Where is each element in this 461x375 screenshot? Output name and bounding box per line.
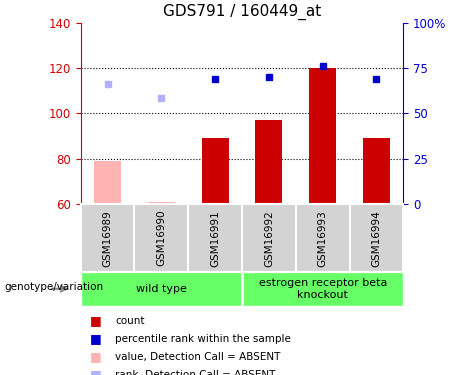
Text: GSM16991: GSM16991 bbox=[210, 210, 220, 267]
Title: GDS791 / 160449_at: GDS791 / 160449_at bbox=[163, 3, 321, 20]
Text: estrogen receptor beta
knockout: estrogen receptor beta knockout bbox=[259, 278, 387, 300]
Text: GSM16994: GSM16994 bbox=[372, 210, 382, 267]
Text: GSM16990: GSM16990 bbox=[156, 210, 166, 266]
Text: wild type: wild type bbox=[136, 284, 187, 294]
Text: rank, Detection Call = ABSENT: rank, Detection Call = ABSENT bbox=[115, 370, 276, 375]
Bar bbox=[201, 138, 229, 204]
Text: value, Detection Call = ABSENT: value, Detection Call = ABSENT bbox=[115, 352, 281, 362]
Text: ■: ■ bbox=[90, 368, 101, 375]
Text: GSM16992: GSM16992 bbox=[264, 210, 274, 267]
Text: GSM16989: GSM16989 bbox=[102, 210, 112, 267]
Text: percentile rank within the sample: percentile rank within the sample bbox=[115, 334, 291, 344]
Text: ■: ■ bbox=[90, 332, 101, 345]
Bar bbox=[94, 161, 121, 204]
Text: ■: ■ bbox=[90, 350, 101, 363]
Text: GSM16993: GSM16993 bbox=[318, 210, 328, 267]
Text: count: count bbox=[115, 316, 145, 326]
Bar bbox=[363, 138, 390, 204]
Bar bbox=[148, 202, 175, 204]
Bar bbox=[309, 68, 336, 204]
Text: ■: ■ bbox=[90, 314, 101, 327]
Bar bbox=[255, 120, 282, 204]
Text: genotype/variation: genotype/variation bbox=[5, 282, 104, 292]
